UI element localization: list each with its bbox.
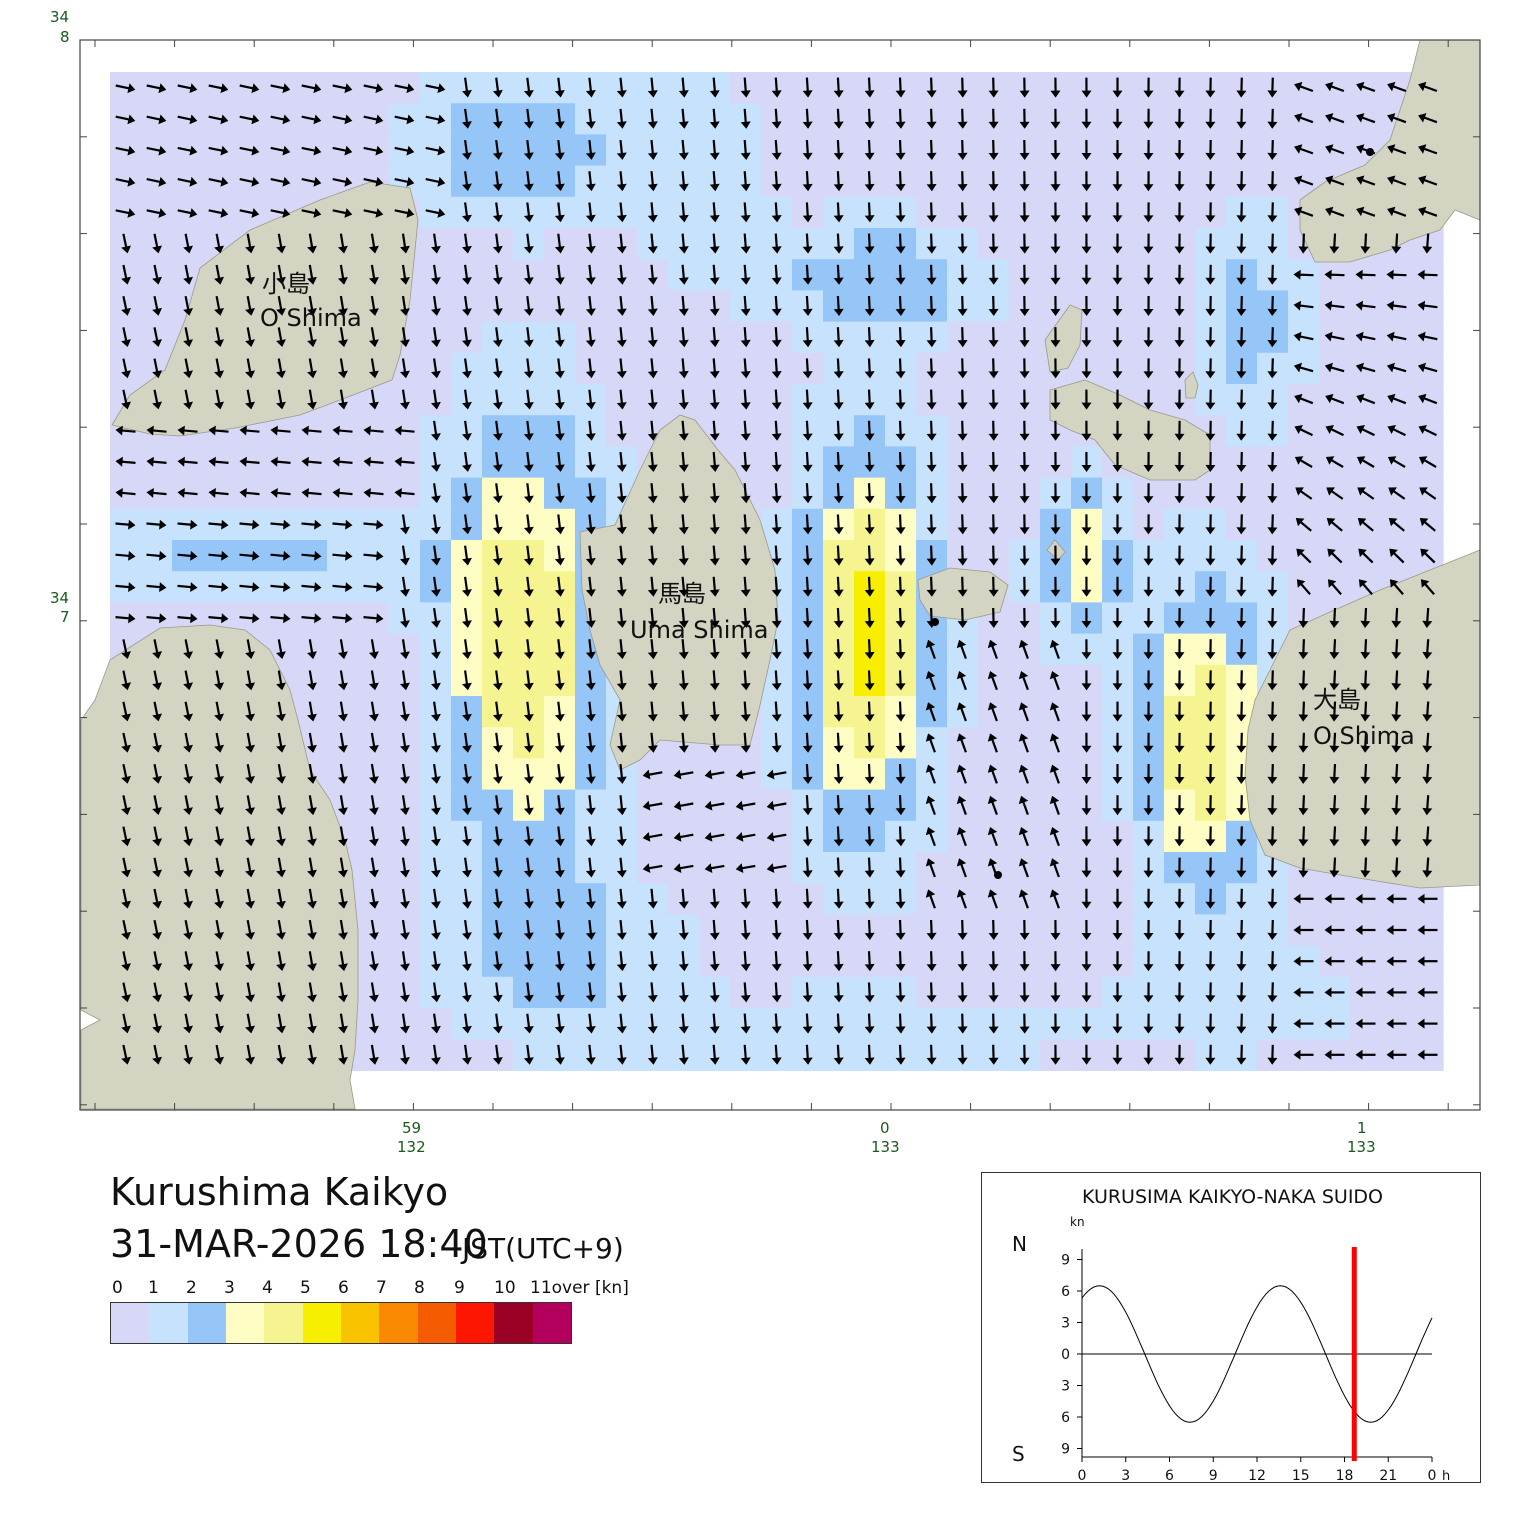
speed-legend [110, 1302, 572, 1344]
current-map: 34 8 34 7 59 132 0 133 1 133 小島 O Shima … [0, 0, 1520, 1160]
legend-label: 6 [338, 1278, 349, 1298]
inset-y-tick: 0 [1061, 1347, 1070, 1363]
inset-y-tick: 6 [1061, 1410, 1070, 1426]
inset-x-tick: 15 [1292, 1468, 1310, 1482]
lon-left-deg: 132 [397, 1138, 426, 1156]
inset-x-tick: 18 [1336, 1468, 1354, 1482]
legend-swatch [418, 1303, 456, 1343]
legend-swatch [226, 1303, 264, 1343]
lon-mid-deg: 133 [871, 1138, 900, 1156]
legend-label: 8 [414, 1278, 425, 1298]
datetime-label: 31-MAR-2026 18:40 [110, 1222, 488, 1266]
inset-unit: kn [1070, 1215, 1085, 1229]
lat-mid-min: 7 [60, 608, 70, 626]
inset-x-tick: 21 [1379, 1468, 1397, 1482]
lon-right-min: 1 [1357, 1119, 1367, 1137]
inset-y-tick: 9 [1061, 1253, 1070, 1269]
legend-swatch [264, 1303, 302, 1343]
place-koshima-jp: 小島 [262, 270, 310, 298]
inset-x-tick: 9 [1209, 1468, 1218, 1482]
inset-title: KURUSIMA KAIKYO-NAKA SUIDO [1082, 1186, 1383, 1208]
legend-label: 10 [494, 1278, 516, 1298]
lat-mid-deg: 34 [50, 589, 69, 607]
inset-x-tick: 0 [1078, 1468, 1087, 1482]
inset-x-tick: 3 [1121, 1468, 1130, 1482]
legend-swatch [379, 1303, 417, 1343]
place-umashima-en: Uma Shima [630, 616, 768, 644]
lon-mid-min: 0 [880, 1119, 890, 1137]
legend-swatch [341, 1303, 379, 1343]
place-koshima-en: O Shima [260, 304, 362, 332]
inset-x-tick: 0 [1428, 1468, 1437, 1482]
legend-label: 5 [300, 1278, 311, 1298]
inset-y-tick: 9 [1061, 1442, 1070, 1458]
legend-label: 0 [112, 1278, 123, 1298]
lon-left-min: 59 [402, 1119, 421, 1137]
inset-x-tick: 6 [1165, 1468, 1174, 1482]
lat-top-min: 8 [60, 28, 70, 46]
legend-label: 9 [454, 1278, 465, 1298]
inset-y-tick: 6 [1061, 1284, 1070, 1300]
lat-top-deg: 34 [50, 8, 69, 26]
legend-label: 3 [224, 1278, 235, 1298]
legend-label: 1 [148, 1278, 159, 1298]
lon-right-deg: 133 [1347, 1138, 1376, 1156]
tide-curve-chart: KURUSIMA KAIKYO-NAKA SUIDO kn N S 9 6 3 0 3 6… [982, 1173, 1480, 1482]
timezone-label: JST(UTC+9) [462, 1232, 624, 1265]
legend-swatch [533, 1303, 571, 1343]
legend-swatch [111, 1303, 149, 1343]
place-umashima-jp: 馬島 [658, 580, 706, 608]
south-label: S [1012, 1442, 1025, 1466]
legend-label: 7 [376, 1278, 387, 1298]
legend-label: 2 [186, 1278, 197, 1298]
legend-swatch [188, 1303, 226, 1343]
tide-current-inset: KURUSIMA KAIKYO-NAKA SUIDO kn N S 9 6 3 0 3 6… [981, 1172, 1481, 1483]
legend-label: 11over [kn] [530, 1278, 629, 1298]
inset-x-tick: 12 [1248, 1468, 1266, 1482]
legend-swatch [494, 1303, 532, 1343]
location-title: Kurushima Kaikyo [110, 1170, 448, 1214]
legend-swatch [303, 1303, 341, 1343]
inset-y-tick: 3 [1061, 1379, 1070, 1395]
legend-label: 4 [262, 1278, 273, 1298]
inset-y-tick: 3 [1061, 1316, 1070, 1332]
north-label: N [1012, 1232, 1027, 1256]
inset-x-unit: h [1442, 1469, 1450, 1482]
place-oshima-jp: 大島 [1313, 686, 1361, 714]
legend-swatch [456, 1303, 494, 1343]
legend-swatch [149, 1303, 187, 1343]
place-oshima-en: O Shima [1313, 722, 1415, 750]
